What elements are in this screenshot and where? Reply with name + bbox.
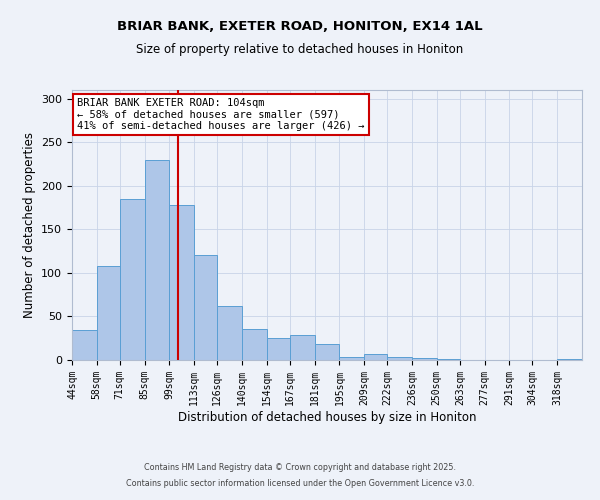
X-axis label: Distribution of detached houses by size in Honiton: Distribution of detached houses by size … (178, 410, 476, 424)
Bar (387, 358, 412, 360)
Text: Contains public sector information licensed under the Open Government Licence v3: Contains public sector information licen… (126, 478, 474, 488)
Bar (290, 334, 314, 360)
Text: BRIAR BANK EXETER ROAD: 104sqm
← 58% of detached houses are smaller (597)
41% of: BRIAR BANK EXETER ROAD: 104sqm ← 58% of … (77, 98, 365, 132)
Bar (364, 354, 387, 360)
Bar (97, 266, 120, 360)
Bar (72, 330, 97, 360)
Text: BRIAR BANK, EXETER ROAD, HONITON, EX14 1AL: BRIAR BANK, EXETER ROAD, HONITON, EX14 1… (117, 20, 483, 33)
Bar (169, 205, 194, 360)
Bar (437, 359, 460, 360)
Bar (340, 358, 364, 360)
Bar (194, 256, 217, 360)
Text: Size of property relative to detached houses in Honiton: Size of property relative to detached ho… (136, 42, 464, 56)
Bar (412, 358, 437, 360)
Bar (120, 199, 145, 360)
Bar (217, 306, 242, 360)
Bar (267, 338, 290, 360)
Y-axis label: Number of detached properties: Number of detached properties (23, 132, 35, 318)
Text: Contains HM Land Registry data © Crown copyright and database right 2025.: Contains HM Land Registry data © Crown c… (144, 464, 456, 472)
Bar (145, 160, 169, 360)
Bar (314, 344, 340, 360)
Bar (557, 359, 582, 360)
Bar (242, 328, 267, 360)
